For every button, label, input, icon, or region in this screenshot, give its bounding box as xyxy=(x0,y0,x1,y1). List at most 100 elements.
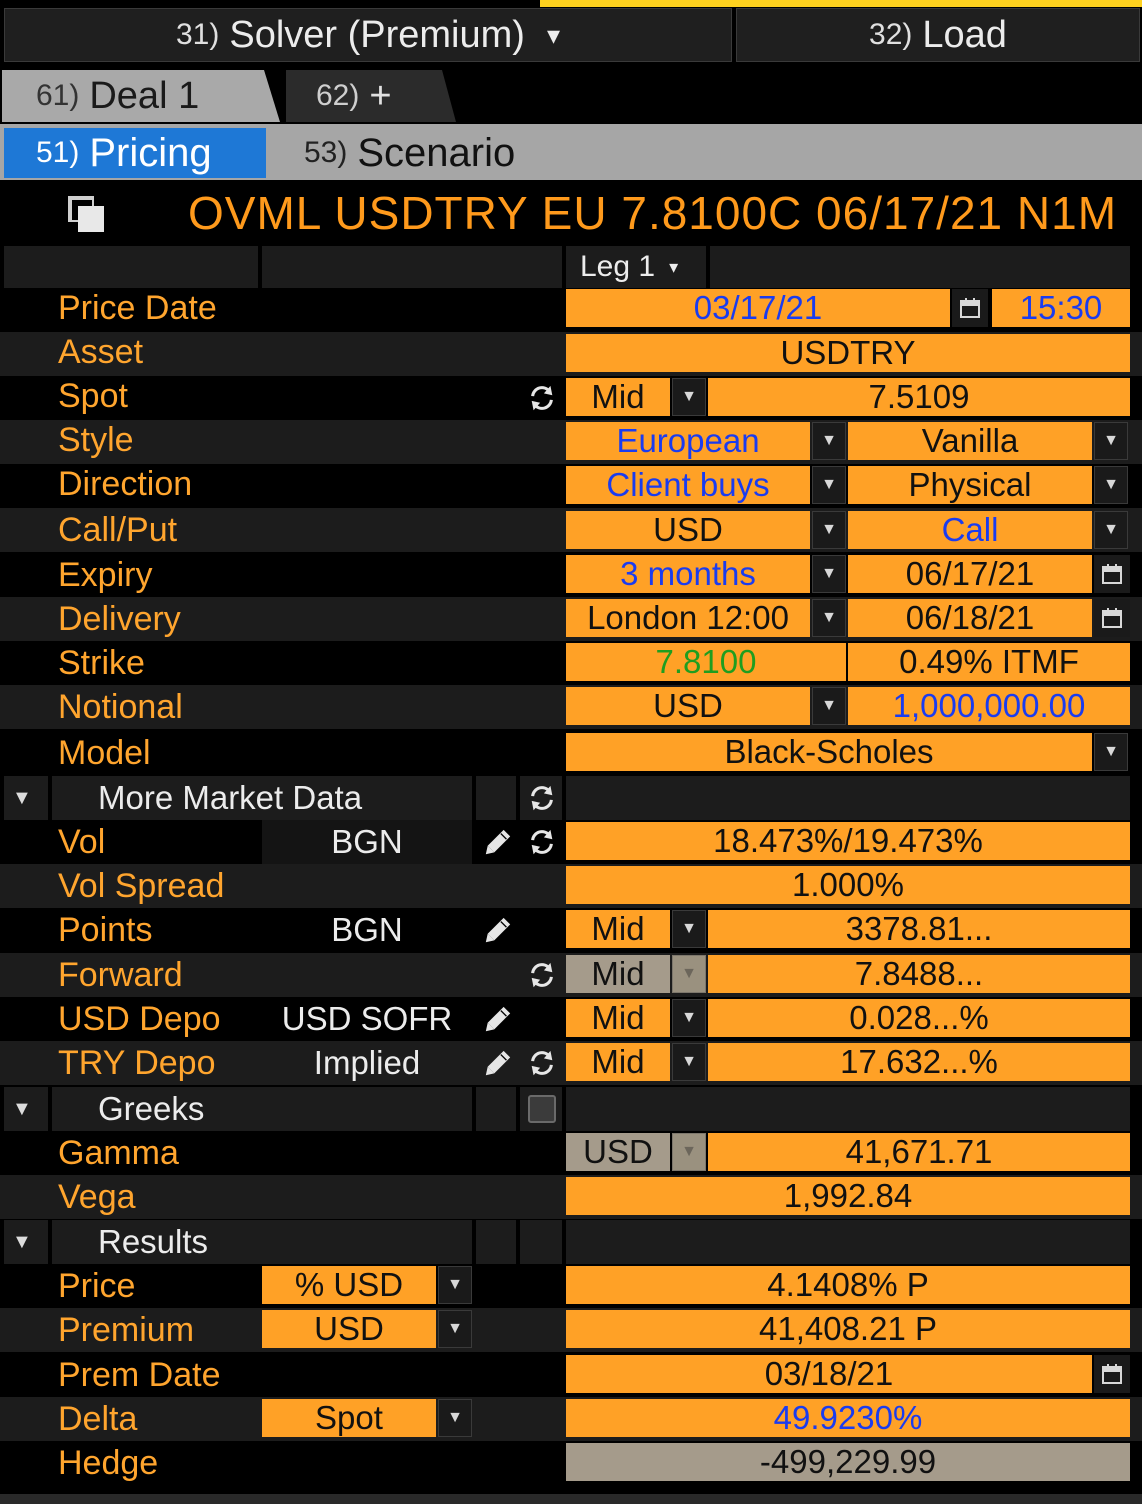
spot-side-select[interactable]: Mid xyxy=(566,378,670,416)
refresh-icon[interactable] xyxy=(524,957,560,993)
try-depo-side-select[interactable]: Mid xyxy=(566,1043,670,1081)
dropdown-arrow-icon[interactable]: ▼ xyxy=(438,1310,472,1348)
dropdown-arrow-icon[interactable]: ▼ xyxy=(812,687,846,725)
solver-button[interactable]: 31) Solver (Premium) ▾ xyxy=(4,8,732,62)
points-field[interactable]: 3378.81... xyxy=(708,910,1130,948)
refresh-icon[interactable] xyxy=(524,780,560,816)
dropdown-arrow-icon[interactable]: ▼ xyxy=(438,1399,472,1437)
pencil-icon[interactable] xyxy=(480,912,516,948)
dropdown-arrow-icon[interactable]: ▼ xyxy=(672,910,706,948)
dropdown-arrow-icon[interactable]: ▼ xyxy=(672,378,706,416)
expiry-tenor-select[interactable]: 3 months xyxy=(566,555,810,593)
refresh-icon[interactable] xyxy=(524,380,560,416)
dropdown-arrow-icon[interactable]: ▼ xyxy=(672,1043,706,1081)
points-side-select[interactable]: Mid xyxy=(566,910,670,948)
dropdown-arrow-icon[interactable]: ▼ xyxy=(812,555,846,593)
collapse-toggle[interactable]: ▼ xyxy=(4,1220,48,1264)
source-cell xyxy=(262,820,472,864)
price-unit-select[interactable]: % USD xyxy=(262,1266,436,1304)
forward-side-select[interactable]: Mid xyxy=(566,955,670,993)
deal-title: OVML USDTRY EU 7.8100C 06/17/21 N1M xyxy=(188,187,1118,239)
refresh-icon[interactable] xyxy=(524,1045,560,1081)
delivery-date-input[interactable]: 06/18/21 xyxy=(848,599,1092,637)
gamma-currency-select[interactable]: USD xyxy=(566,1133,670,1171)
tab-scenario[interactable]: 53) Scenario xyxy=(270,128,670,178)
forward-field[interactable]: 7.8488... xyxy=(708,955,1130,993)
notional-currency-select[interactable]: USD xyxy=(566,687,810,725)
tab-number: 51) xyxy=(36,136,80,169)
premium-unit-select[interactable]: USD xyxy=(262,1310,436,1348)
notional-amount-input[interactable]: 1,000,000.00 xyxy=(848,687,1130,725)
price-time-input[interactable]: 15:30 xyxy=(992,289,1130,327)
calendar-icon[interactable] xyxy=(1094,555,1130,593)
delivery-cut-select[interactable]: London 12:00 xyxy=(566,599,810,637)
dropdown-arrow-icon[interactable]: ▼ xyxy=(812,466,846,504)
asset-field[interactable]: USDTRY xyxy=(566,334,1130,372)
dropdown-arrow-icon[interactable]: ▼ xyxy=(812,511,846,549)
model-select[interactable]: Black-Scholes xyxy=(566,733,1092,771)
tab-pricing[interactable]: 51) Pricing xyxy=(4,128,266,178)
notional-label: Notional xyxy=(58,688,183,726)
load-number: 32) xyxy=(869,18,913,51)
strike-input[interactable]: 7.8100 xyxy=(566,643,846,681)
delta-field[interactable]: 49.9230% xyxy=(566,1399,1130,1437)
vol-field[interactable]: 18.473%/19.473% xyxy=(566,822,1130,860)
vol-spread-field[interactable]: 1.000% xyxy=(566,866,1130,904)
usd-depo-side-select[interactable]: Mid xyxy=(566,999,670,1037)
direction-label: Direction xyxy=(58,465,193,503)
checkbox-icon[interactable] xyxy=(528,1095,556,1123)
pencil-icon[interactable] xyxy=(480,824,516,860)
spot-value-field[interactable]: 7.5109 xyxy=(708,378,1130,416)
tab-number: 53) xyxy=(304,136,348,169)
dropdown-arrow-icon[interactable]: ▼ xyxy=(1094,466,1128,504)
refresh-icon[interactable] xyxy=(524,824,560,860)
delta-type-select[interactable]: Spot xyxy=(262,1399,436,1437)
dropdown-arrow-icon[interactable]: ▼ xyxy=(672,955,706,993)
dropdown-arrow-icon[interactable]: ▼ xyxy=(672,1133,706,1171)
dropdown-arrow-icon[interactable]: ▼ xyxy=(1094,422,1128,460)
call-put-currency-select[interactable]: USD xyxy=(566,511,810,549)
exercise-style-select[interactable]: European xyxy=(566,422,810,460)
calendar-icon[interactable] xyxy=(952,289,988,327)
option-type-select[interactable]: Vanilla xyxy=(848,422,1092,460)
load-button[interactable]: 32) Load xyxy=(736,8,1140,62)
collapse-toggle[interactable]: ▼ xyxy=(4,776,48,820)
copy-icon[interactable] xyxy=(66,194,106,234)
calendar-icon[interactable] xyxy=(1094,1355,1130,1393)
dropdown-arrow-icon[interactable]: ▼ xyxy=(812,599,846,637)
leg-selector[interactable]: Leg 1 ▾ xyxy=(566,246,706,288)
settlement-select[interactable]: Physical xyxy=(848,466,1092,504)
premium-field[interactable]: 41,408.21 P xyxy=(566,1310,1130,1348)
prem-date-input[interactable]: 03/18/21 xyxy=(566,1355,1092,1393)
expiry-date-input[interactable]: 06/17/21 xyxy=(848,555,1092,593)
tab-add-deal[interactable]: 62) + xyxy=(286,70,456,122)
vega-field[interactable]: 1,992.84 xyxy=(566,1177,1130,1215)
asset-label: Asset xyxy=(58,333,144,371)
dropdown-arrow-icon[interactable]: ▼ xyxy=(1094,733,1128,771)
try-depo-field[interactable]: 17.632...% xyxy=(708,1043,1130,1081)
collapse-triangle-icon: ▼ xyxy=(12,1098,32,1120)
section-title-cell: More Market Data xyxy=(52,776,472,820)
usd-depo-source: USD SOFR xyxy=(281,1000,453,1037)
section-cell xyxy=(476,1220,516,1264)
dropdown-arrow-icon[interactable]: ▼ xyxy=(1094,511,1128,549)
gamma-field[interactable]: 41,671.71 xyxy=(708,1133,1130,1171)
try-depo-source: Implied xyxy=(313,1044,421,1081)
calendar-icon[interactable] xyxy=(1094,599,1130,637)
pencil-icon[interactable] xyxy=(480,1001,516,1037)
vol-spread-label: Vol Spread xyxy=(58,867,225,905)
pencil-icon[interactable] xyxy=(480,1045,516,1081)
price-date-input[interactable]: 03/17/21 xyxy=(566,289,950,327)
dropdown-arrow-icon[interactable]: ▼ xyxy=(672,999,706,1037)
strike-moneyness-field[interactable]: 0.49% ITMF xyxy=(848,643,1130,681)
usd-depo-field[interactable]: 0.028...% xyxy=(708,999,1130,1037)
direction-select[interactable]: Client buys xyxy=(566,466,810,504)
call-put-select[interactable]: Call xyxy=(848,511,1092,549)
hedge-label: Hedge xyxy=(58,1444,159,1482)
points-source: BGN xyxy=(331,911,403,948)
price-field[interactable]: 4.1408% P xyxy=(566,1266,1130,1304)
dropdown-arrow-icon[interactable]: ▼ xyxy=(812,422,846,460)
collapse-toggle[interactable]: ▼ xyxy=(4,1087,48,1131)
tab-deal-1[interactable]: 61) Deal 1 xyxy=(2,70,280,122)
dropdown-arrow-icon[interactable]: ▼ xyxy=(438,1266,472,1304)
